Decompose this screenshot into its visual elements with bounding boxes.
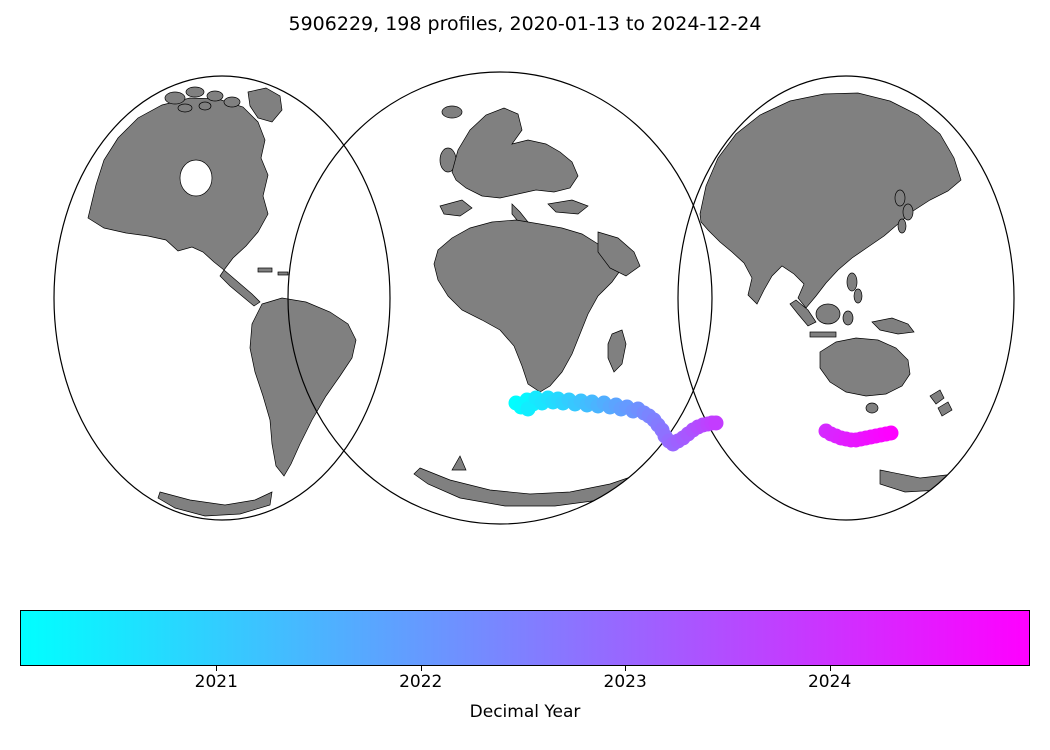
japan-island bbox=[902, 203, 914, 221]
continent-australia bbox=[819, 337, 911, 397]
continent-asia bbox=[699, 92, 962, 309]
antarctic-peninsula bbox=[451, 455, 467, 471]
trajectory-points bbox=[508, 390, 899, 452]
colorbar bbox=[20, 610, 1030, 666]
philippines-island bbox=[846, 272, 858, 292]
iberia bbox=[439, 199, 473, 217]
map-land bbox=[87, 86, 989, 517]
colorbar-tick-mark bbox=[420, 666, 422, 671]
continent-africa bbox=[433, 219, 623, 393]
hudson-bay bbox=[179, 159, 213, 197]
philippines-island bbox=[853, 288, 863, 304]
java bbox=[809, 331, 837, 338]
arctic-island bbox=[198, 101, 212, 111]
colorbar-tick-mark bbox=[829, 666, 831, 671]
sulawesi bbox=[842, 310, 854, 326]
colorbar-tick-label: 2022 bbox=[399, 672, 443, 692]
colorbar-tick-label: 2024 bbox=[807, 672, 852, 692]
arctic-island bbox=[164, 91, 186, 105]
map-lobe-outline-right bbox=[677, 75, 1015, 521]
arctic-island bbox=[206, 90, 224, 102]
continent-north-america bbox=[87, 97, 269, 271]
arctic-island bbox=[185, 86, 205, 98]
colorbar-tick-mark bbox=[625, 666, 627, 671]
borneo bbox=[815, 303, 841, 325]
caribbean-island bbox=[257, 267, 273, 273]
figure-title: 5906229, 198 profiles, 2020-01-13 to 202… bbox=[288, 13, 762, 35]
trajectory-point bbox=[708, 415, 724, 431]
colorbar-axis-label: Decimal Year bbox=[469, 702, 581, 722]
tasmania bbox=[865, 402, 879, 414]
map-lobe-americas bbox=[87, 86, 357, 517]
continent-south-america bbox=[249, 297, 357, 477]
colorbar-tick-mark bbox=[216, 666, 218, 671]
central-america bbox=[219, 269, 261, 307]
map-lobe-outline-left bbox=[53, 75, 391, 521]
arabia bbox=[597, 231, 641, 277]
greenland bbox=[247, 87, 283, 123]
new-guinea bbox=[871, 317, 915, 335]
madagascar bbox=[607, 329, 627, 373]
antarctica-west bbox=[157, 491, 273, 517]
sumatra bbox=[789, 299, 817, 327]
anatolia bbox=[547, 199, 589, 215]
trajectory-point bbox=[883, 425, 899, 441]
arctic-island bbox=[223, 96, 241, 108]
arctic-island bbox=[177, 103, 193, 113]
map-lobe-africa-europe bbox=[413, 105, 669, 507]
japan-island bbox=[894, 189, 906, 207]
new-zealand-south bbox=[937, 401, 953, 417]
map-lobe-outline-middle bbox=[287, 71, 713, 525]
new-zealand-north bbox=[929, 389, 945, 405]
colorbar-tick-label: 2021 bbox=[194, 672, 238, 692]
japan-island bbox=[897, 218, 907, 234]
trajectory-point bbox=[520, 401, 536, 417]
colorbar-tick-label: 2023 bbox=[603, 672, 647, 692]
continent-europe bbox=[451, 107, 579, 199]
caribbean-island bbox=[277, 271, 289, 276]
iceland bbox=[441, 105, 463, 119]
